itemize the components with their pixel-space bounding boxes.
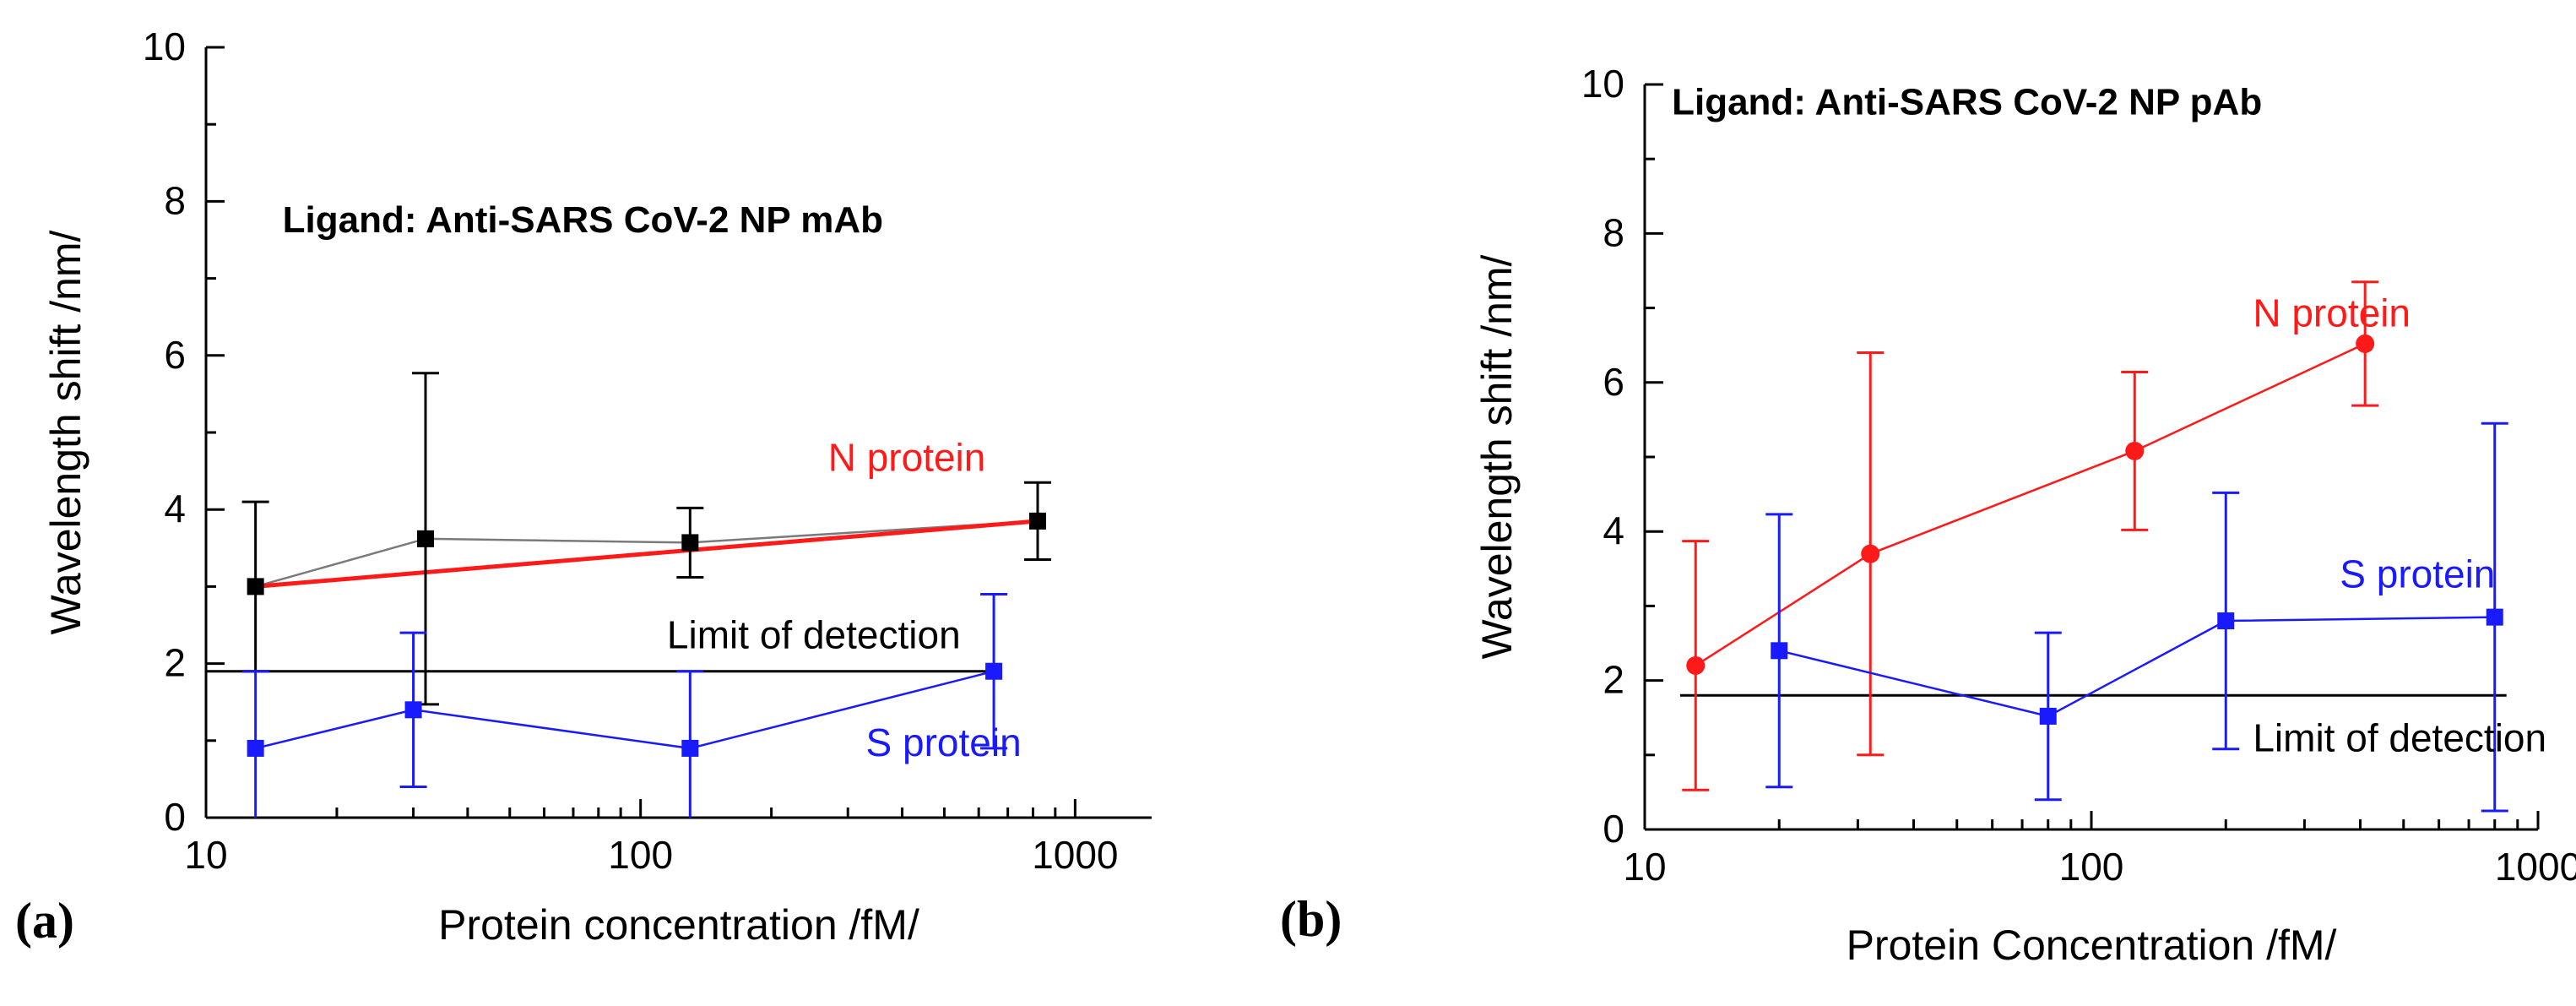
chart-panel-a: 0 2 4 6 8 10 10 100 1000 Protein concentration /f… — [15, 24, 1152, 949]
series-s-protein — [1765, 421, 2508, 813]
data-point — [2356, 334, 2375, 353]
annotation-label: S protein — [866, 721, 1022, 764]
data-point — [2486, 608, 2503, 626]
y-tick-label: 10 — [1581, 62, 1624, 106]
y-axis-label: Wavelength shift /nm/ — [42, 230, 89, 634]
series-line — [1778, 616, 2495, 718]
series-line — [255, 519, 1039, 588]
x-axis-label: Protein concentration /fM/ — [438, 901, 919, 949]
chart-panel-b: 0 2 4 6 8 10 10 100 1000 Protein Concentration /f… — [1280, 62, 2576, 969]
annotation-label: S protein — [2340, 552, 2495, 595]
data-point — [681, 534, 699, 552]
x-tick-label: 100 — [2059, 845, 2124, 889]
y-tick-label: 6 — [164, 333, 186, 377]
y-tick-label: 4 — [164, 487, 186, 530]
data-point — [247, 739, 264, 757]
data-point — [1686, 655, 1706, 675]
data-point — [985, 662, 1003, 680]
y-tick-label: 0 — [1603, 807, 1624, 851]
annotation-label: Limit of detection — [667, 612, 961, 656]
series-line — [255, 670, 995, 750]
y-tick-label: 2 — [1603, 658, 1624, 702]
y-tick-label: 2 — [164, 641, 186, 685]
data-point — [247, 578, 264, 595]
series-line — [1695, 342, 2366, 667]
data-point — [2039, 707, 2057, 725]
y-tick-label: 10 — [143, 24, 186, 68]
y-tick-label: 8 — [164, 178, 186, 222]
data-point — [2125, 441, 2145, 460]
data-point — [2217, 612, 2235, 630]
x-tick-label: 10 — [1623, 845, 1666, 889]
series-n-protein — [1682, 280, 2379, 791]
data-point — [1771, 642, 1788, 660]
x-axis-label: Protein Concentration /fM/ — [1847, 922, 2337, 969]
data-point — [416, 530, 434, 547]
annotation-label: N protein — [2253, 291, 2411, 335]
annotation-label: N protein — [828, 436, 986, 480]
x-tick-label: 10 — [184, 833, 227, 877]
x-tick-label: 1000 — [1032, 833, 1118, 877]
chart-title: Ligand: Anti-SARS CoV-2 NP pAb — [1672, 81, 2262, 122]
y-tick-label: 0 — [164, 795, 186, 839]
y-axis-label: Wavelength shift /nm/ — [1473, 254, 1521, 659]
annotation-label: Limit of detection — [2253, 715, 2546, 759]
data-point — [1029, 512, 1047, 530]
y-tick-label: 6 — [1603, 360, 1624, 404]
chart-title: Ligand: Anti-SARS CoV-2 NP mAb — [283, 199, 883, 241]
x-tick-label: 1000 — [2495, 845, 2576, 889]
panel-label: (b) — [1280, 891, 1342, 947]
x-tick-label: 100 — [608, 833, 673, 877]
data-point — [1861, 544, 1880, 563]
y-tick-label: 8 — [1603, 210, 1624, 254]
series-s-protein — [241, 593, 1008, 818]
panel-label: (a) — [15, 893, 74, 949]
data-point — [404, 701, 422, 719]
y-tick-label: 4 — [1603, 508, 1624, 552]
fit-line — [255, 519, 1039, 589]
data-point — [681, 739, 699, 757]
